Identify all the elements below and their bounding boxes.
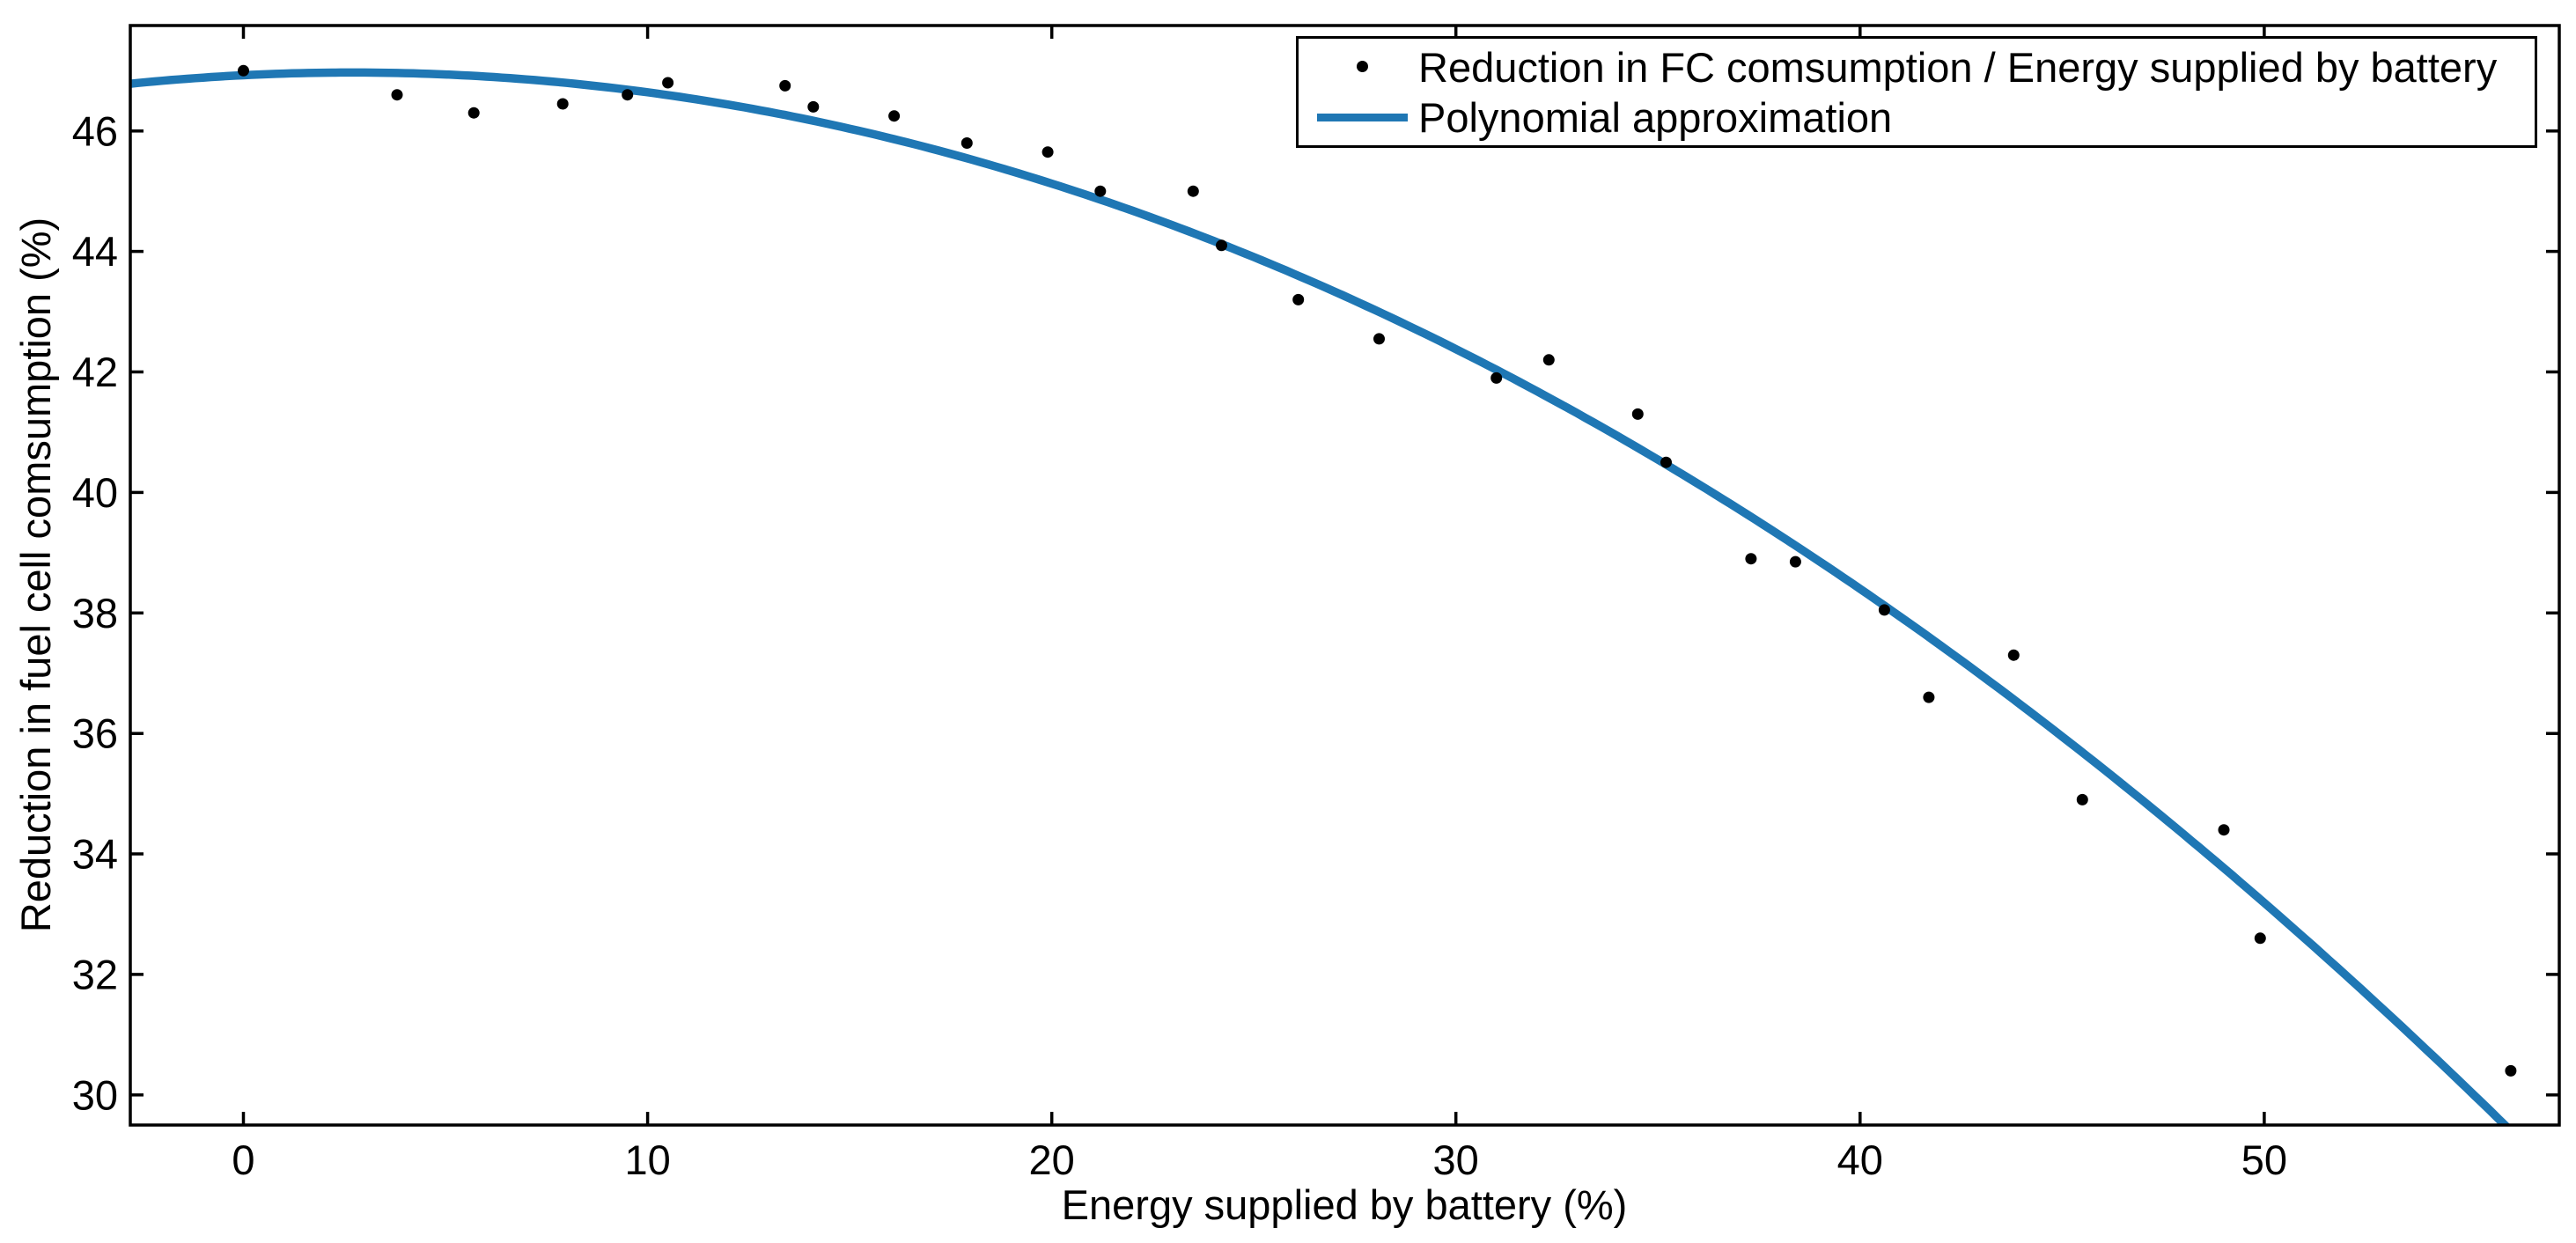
scatter-point <box>1745 553 1757 565</box>
legend-entry-line: Polynomial approximation <box>1299 93 2535 141</box>
scatter-point <box>1187 185 1199 197</box>
scatter-point <box>2007 649 2020 661</box>
scatter-point <box>779 79 791 92</box>
y-tick-label: 30 <box>72 1071 118 1118</box>
x-tick-label: 50 <box>2241 1136 2287 1183</box>
y-axis-label: Reduction in fuel cell comsumption (%) <box>12 217 59 932</box>
y-tick-label: 42 <box>72 349 118 395</box>
scatter-layer <box>238 64 2517 1077</box>
scatter-point <box>238 64 249 77</box>
scatter-marker-icon <box>1357 61 1368 72</box>
scatter-point <box>391 89 403 101</box>
legend: Reduction in FC comsumption / Energy sup… <box>1296 36 2537 148</box>
x-axis-label: Energy supplied by battery (%) <box>1062 1181 1628 1228</box>
scatter-point <box>1373 333 1385 345</box>
y-tick-label: 32 <box>72 951 118 997</box>
line-sample-icon <box>1317 114 1408 121</box>
scatter-point <box>1094 185 1107 197</box>
legend-label-scatter: Reduction in FC comsumption / Energy sup… <box>1418 43 2498 91</box>
axes-layer: 0 10 20 30 40 50 30 32 34 36 38 40 42 44 46 <box>72 24 2561 1183</box>
legend-label-line: Polynomial approximation <box>1418 93 1893 141</box>
scatter-point <box>662 77 674 89</box>
x-tick-label: 0 <box>232 1136 254 1183</box>
scatter-point <box>888 110 901 122</box>
y-tick-label: 46 <box>72 107 118 154</box>
scatter-point <box>960 137 973 149</box>
scatter-point <box>1490 371 1503 384</box>
scatter-point <box>1789 555 1801 568</box>
scatter-point <box>1292 293 1305 305</box>
scatter-point <box>1878 604 1890 616</box>
y-tick-label: 38 <box>72 590 118 636</box>
x-tick-label: 30 <box>1433 1136 1479 1183</box>
scatter-point <box>1660 456 1672 468</box>
scatter-point <box>1923 691 1935 703</box>
scatter-point <box>2254 932 2266 945</box>
legend-entry-scatter: Reduction in FC comsumption / Energy sup… <box>1299 43 2535 91</box>
scatter-point <box>2505 1064 2517 1077</box>
scatter-point <box>1631 408 1644 420</box>
axis-box <box>129 24 2561 1127</box>
y-tick-label: 34 <box>72 830 118 877</box>
curve-layer <box>130 68 2512 1125</box>
scatter-point <box>1542 354 1555 366</box>
scatter-point <box>467 107 480 119</box>
x-tick-label: 10 <box>624 1136 670 1183</box>
scatter-point <box>2076 793 2088 805</box>
y-tick-label: 40 <box>72 469 118 516</box>
scatter-point <box>556 98 569 110</box>
y-tick-label: 44 <box>72 228 118 275</box>
scatter-point <box>2218 824 2230 836</box>
legend-marker-slot <box>1299 95 1408 139</box>
scatter-point <box>1041 146 1054 158</box>
scatter-point <box>622 89 634 101</box>
x-tick-label: 40 <box>1837 1136 1883 1183</box>
y-tick-label: 36 <box>72 710 118 757</box>
legend-marker-slot <box>1299 45 1408 89</box>
scatter-point <box>807 100 820 113</box>
x-tick-label: 20 <box>1029 1136 1075 1183</box>
scatter-point <box>1216 239 1227 252</box>
polynomial-curve <box>130 68 2512 1125</box>
